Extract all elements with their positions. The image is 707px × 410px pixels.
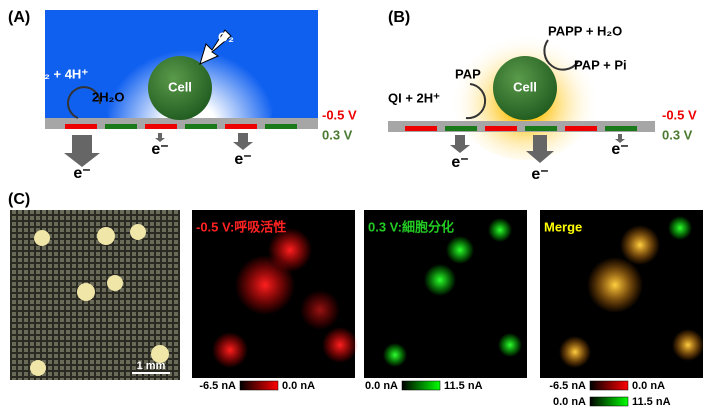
panel-b: (B) Cell PAPP + H₂O PAP + Pi PAP QI + 2H… bbox=[388, 9, 697, 183]
text: -6.5 nA bbox=[199, 380, 236, 392]
figure: (A) Cell O₂ O₂ + 4H⁺ 2H₂O -0.5 V 0.3 V e… bbox=[0, 0, 707, 410]
text: 0.3 V bbox=[322, 127, 353, 142]
panel-c: (C) 1 mm -0.5 V:呼吸活性 0.3 V:細胞分化 Merge -6… bbox=[8, 191, 704, 408]
text: O₂ + 4H⁺ bbox=[34, 66, 88, 81]
label: (C) bbox=[8, 191, 30, 208]
text: e⁻ bbox=[611, 141, 628, 158]
text: 0.3 V:細胞分化 bbox=[368, 219, 454, 234]
text: O₂ bbox=[218, 29, 234, 44]
panel-a: (A) Cell O₂ O₂ + 4H⁺ 2H₂O -0.5 V 0.3 V e… bbox=[8, 9, 357, 182]
text: -6.5 nA bbox=[549, 380, 586, 392]
text: PAPP + H₂O bbox=[548, 23, 622, 38]
text: -0.5 V:呼吸活性 bbox=[196, 219, 286, 234]
text: Cell bbox=[513, 79, 537, 94]
label: (A) bbox=[8, 9, 30, 26]
text: 0.0 nA bbox=[282, 380, 315, 392]
text: e⁻ bbox=[531, 166, 548, 183]
text: 1 mm bbox=[137, 360, 166, 372]
text: 0.3 V bbox=[662, 127, 693, 142]
text: e⁻ bbox=[234, 151, 251, 168]
text: 11.5 nA bbox=[632, 396, 671, 408]
text: 0.0 nA bbox=[553, 396, 586, 408]
arrow bbox=[64, 135, 100, 167]
text: -0.5 V bbox=[662, 107, 697, 122]
text: Cell bbox=[168, 79, 192, 94]
colorbar bbox=[590, 397, 628, 406]
colorbar bbox=[402, 381, 440, 390]
text: Merge bbox=[544, 219, 582, 234]
text: e⁻ bbox=[451, 154, 468, 171]
colorbar bbox=[240, 381, 278, 390]
text: e⁻ bbox=[151, 141, 168, 158]
arrow bbox=[450, 135, 470, 153]
text: PAP + Pi bbox=[574, 57, 627, 72]
colorbar bbox=[590, 381, 628, 390]
text: 11.5 nA bbox=[444, 380, 483, 392]
text: 2H₂O bbox=[92, 89, 125, 104]
text: -0.5 V bbox=[322, 107, 357, 122]
text: QI + 2H⁺ bbox=[388, 90, 440, 105]
text: PAP bbox=[455, 66, 481, 81]
label: (B) bbox=[388, 9, 410, 26]
text: 0.0 nA bbox=[365, 380, 398, 392]
text: e⁻ bbox=[73, 165, 90, 182]
text: 0.0 nA bbox=[632, 380, 665, 392]
